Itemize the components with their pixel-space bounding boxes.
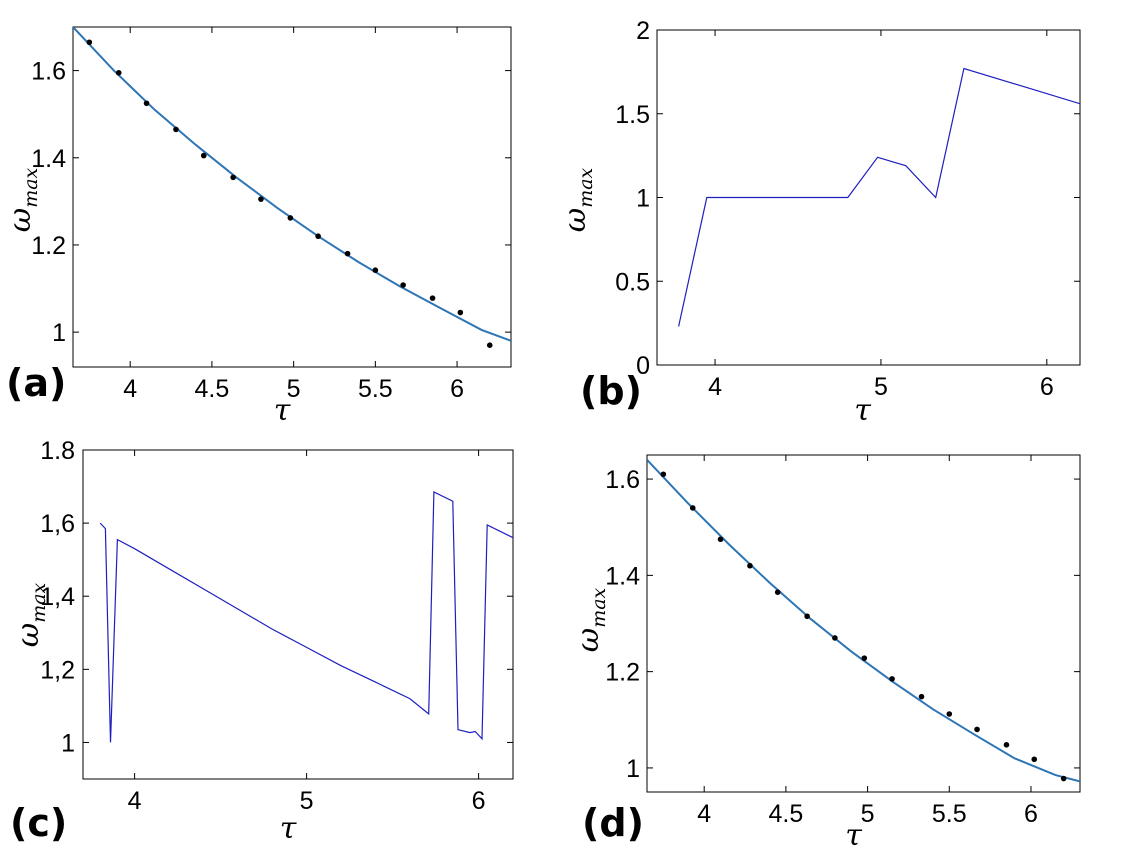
data-point <box>832 635 838 641</box>
panel-label: (d) <box>582 801 644 845</box>
x-tick-label: 4.5 <box>769 800 804 828</box>
axes-box <box>646 454 1081 793</box>
x-tick-label: 6 <box>450 375 464 403</box>
data-point <box>400 282 406 288</box>
y-tick-label: 1,2 <box>40 656 75 684</box>
data-point <box>344 250 351 257</box>
panel-label: (a) <box>6 361 66 405</box>
data-point <box>429 295 436 301</box>
y-tick-label: 1.6 <box>605 466 640 494</box>
y-tick-label: 1.4 <box>31 145 66 173</box>
chart-panel-c: 4 5 6 1 1,2 1,4 1,6 1.8 ωmax τ (c) <box>10 437 514 846</box>
y-axis-label-main: ω <box>558 208 593 232</box>
x-tick-label: 5 <box>300 787 314 815</box>
y-tick-label: 1 <box>636 185 650 213</box>
y-tick-label: 1.8 <box>40 437 75 465</box>
x-tick-label: 6 <box>1040 373 1054 401</box>
data-point <box>486 342 493 349</box>
axes-box <box>82 449 514 780</box>
chart-panel-a: 4 4.5 5 5.5 6 1 1.2 1.4 1.6 ωmax τ (a) <box>3 26 512 428</box>
axes-box <box>72 26 512 368</box>
data-point <box>258 196 264 202</box>
data-point <box>804 613 810 620</box>
x-axis-label: τ <box>280 811 297 846</box>
y-axis-label-main: ω <box>3 208 38 232</box>
y-axis-label-main: ω <box>571 628 606 652</box>
y-axis-label-sub: max <box>588 587 610 627</box>
x-tick-label: 5.5 <box>932 800 967 828</box>
data-point <box>861 655 868 661</box>
data-point <box>315 233 321 240</box>
x-tick-label: 5 <box>861 800 875 828</box>
y-tick-label: 1.4 <box>605 562 640 590</box>
y-tick-label: 0.5 <box>615 268 650 296</box>
y-tick-label: 1.5 <box>615 101 650 129</box>
y-axis-label: ωmax <box>558 167 597 232</box>
y-tick-label: 1 <box>52 319 66 347</box>
data-point <box>774 589 781 596</box>
y-tick-label: 1.6 <box>31 58 66 86</box>
panel-label: (c) <box>10 801 67 845</box>
data-point <box>747 562 753 569</box>
y-tick-label: 1.2 <box>31 232 66 260</box>
series-line <box>73 27 511 342</box>
y-tick-label: 2 <box>636 17 650 45</box>
y-tick-label: 1 <box>626 755 640 783</box>
x-tick-label: 4.5 <box>195 375 230 403</box>
y-axis-label-main: ω <box>11 623 46 647</box>
data-point <box>115 69 122 76</box>
series-line <box>99 491 513 743</box>
x-tick-label: 4 <box>128 787 142 815</box>
x-tick-label: 6 <box>1024 800 1038 828</box>
data-point <box>143 100 150 107</box>
data-point <box>372 267 379 274</box>
data-point <box>946 711 953 717</box>
chart-panel-d: 4 4.5 5 5.5 6 1 1.2 1.4 1.6 ωmax τ (d) <box>571 454 1081 850</box>
x-tick-label: 6 <box>472 787 486 815</box>
series-line <box>647 459 1080 783</box>
y-axis-label-sub: max <box>20 167 42 207</box>
data-point <box>918 693 925 700</box>
x-tick-label: 5.5 <box>358 375 393 403</box>
x-tick-label: 4 <box>708 373 722 401</box>
series-line <box>678 67 1080 327</box>
data-point <box>974 726 980 733</box>
chart-panel-b: 4 5 6 0 0.5 1 1.5 2 ωmax τ (b) <box>558 17 1081 428</box>
data-point <box>1031 756 1038 763</box>
y-axis-label-sub: max <box>28 582 50 622</box>
x-axis-label: τ <box>274 393 291 428</box>
panel-label: (b) <box>580 369 642 413</box>
data-point <box>660 471 667 478</box>
y-tick-label: 1,6 <box>40 510 75 538</box>
x-axis-label: τ <box>845 818 862 850</box>
data-point <box>889 676 895 682</box>
y-tick-label: 1.2 <box>605 659 640 687</box>
data-point <box>1060 775 1067 782</box>
data-point <box>200 152 207 159</box>
x-axis-label: τ <box>854 393 871 428</box>
data-point <box>230 174 236 181</box>
data-point <box>173 126 179 133</box>
y-tick-label: 0 <box>636 352 650 380</box>
data-point <box>689 505 696 511</box>
y-axis-label-sub: max <box>575 167 597 207</box>
y-axis-label: ωmax <box>571 587 610 652</box>
data-point <box>287 215 294 221</box>
x-tick-label: 5 <box>287 375 301 403</box>
data-point <box>717 536 724 543</box>
y-axis-label: ωmax <box>3 167 42 232</box>
y-tick-label: 1 <box>61 729 75 757</box>
data-point <box>457 309 464 316</box>
x-tick-label: 4 <box>123 375 137 403</box>
data-point <box>1003 742 1010 748</box>
data-point <box>86 39 93 46</box>
y-tick-label: 1,4 <box>40 583 75 611</box>
x-tick-label: 5 <box>874 373 888 401</box>
y-axis-label: ωmax <box>11 582 50 647</box>
x-tick-label: 4 <box>697 800 711 828</box>
